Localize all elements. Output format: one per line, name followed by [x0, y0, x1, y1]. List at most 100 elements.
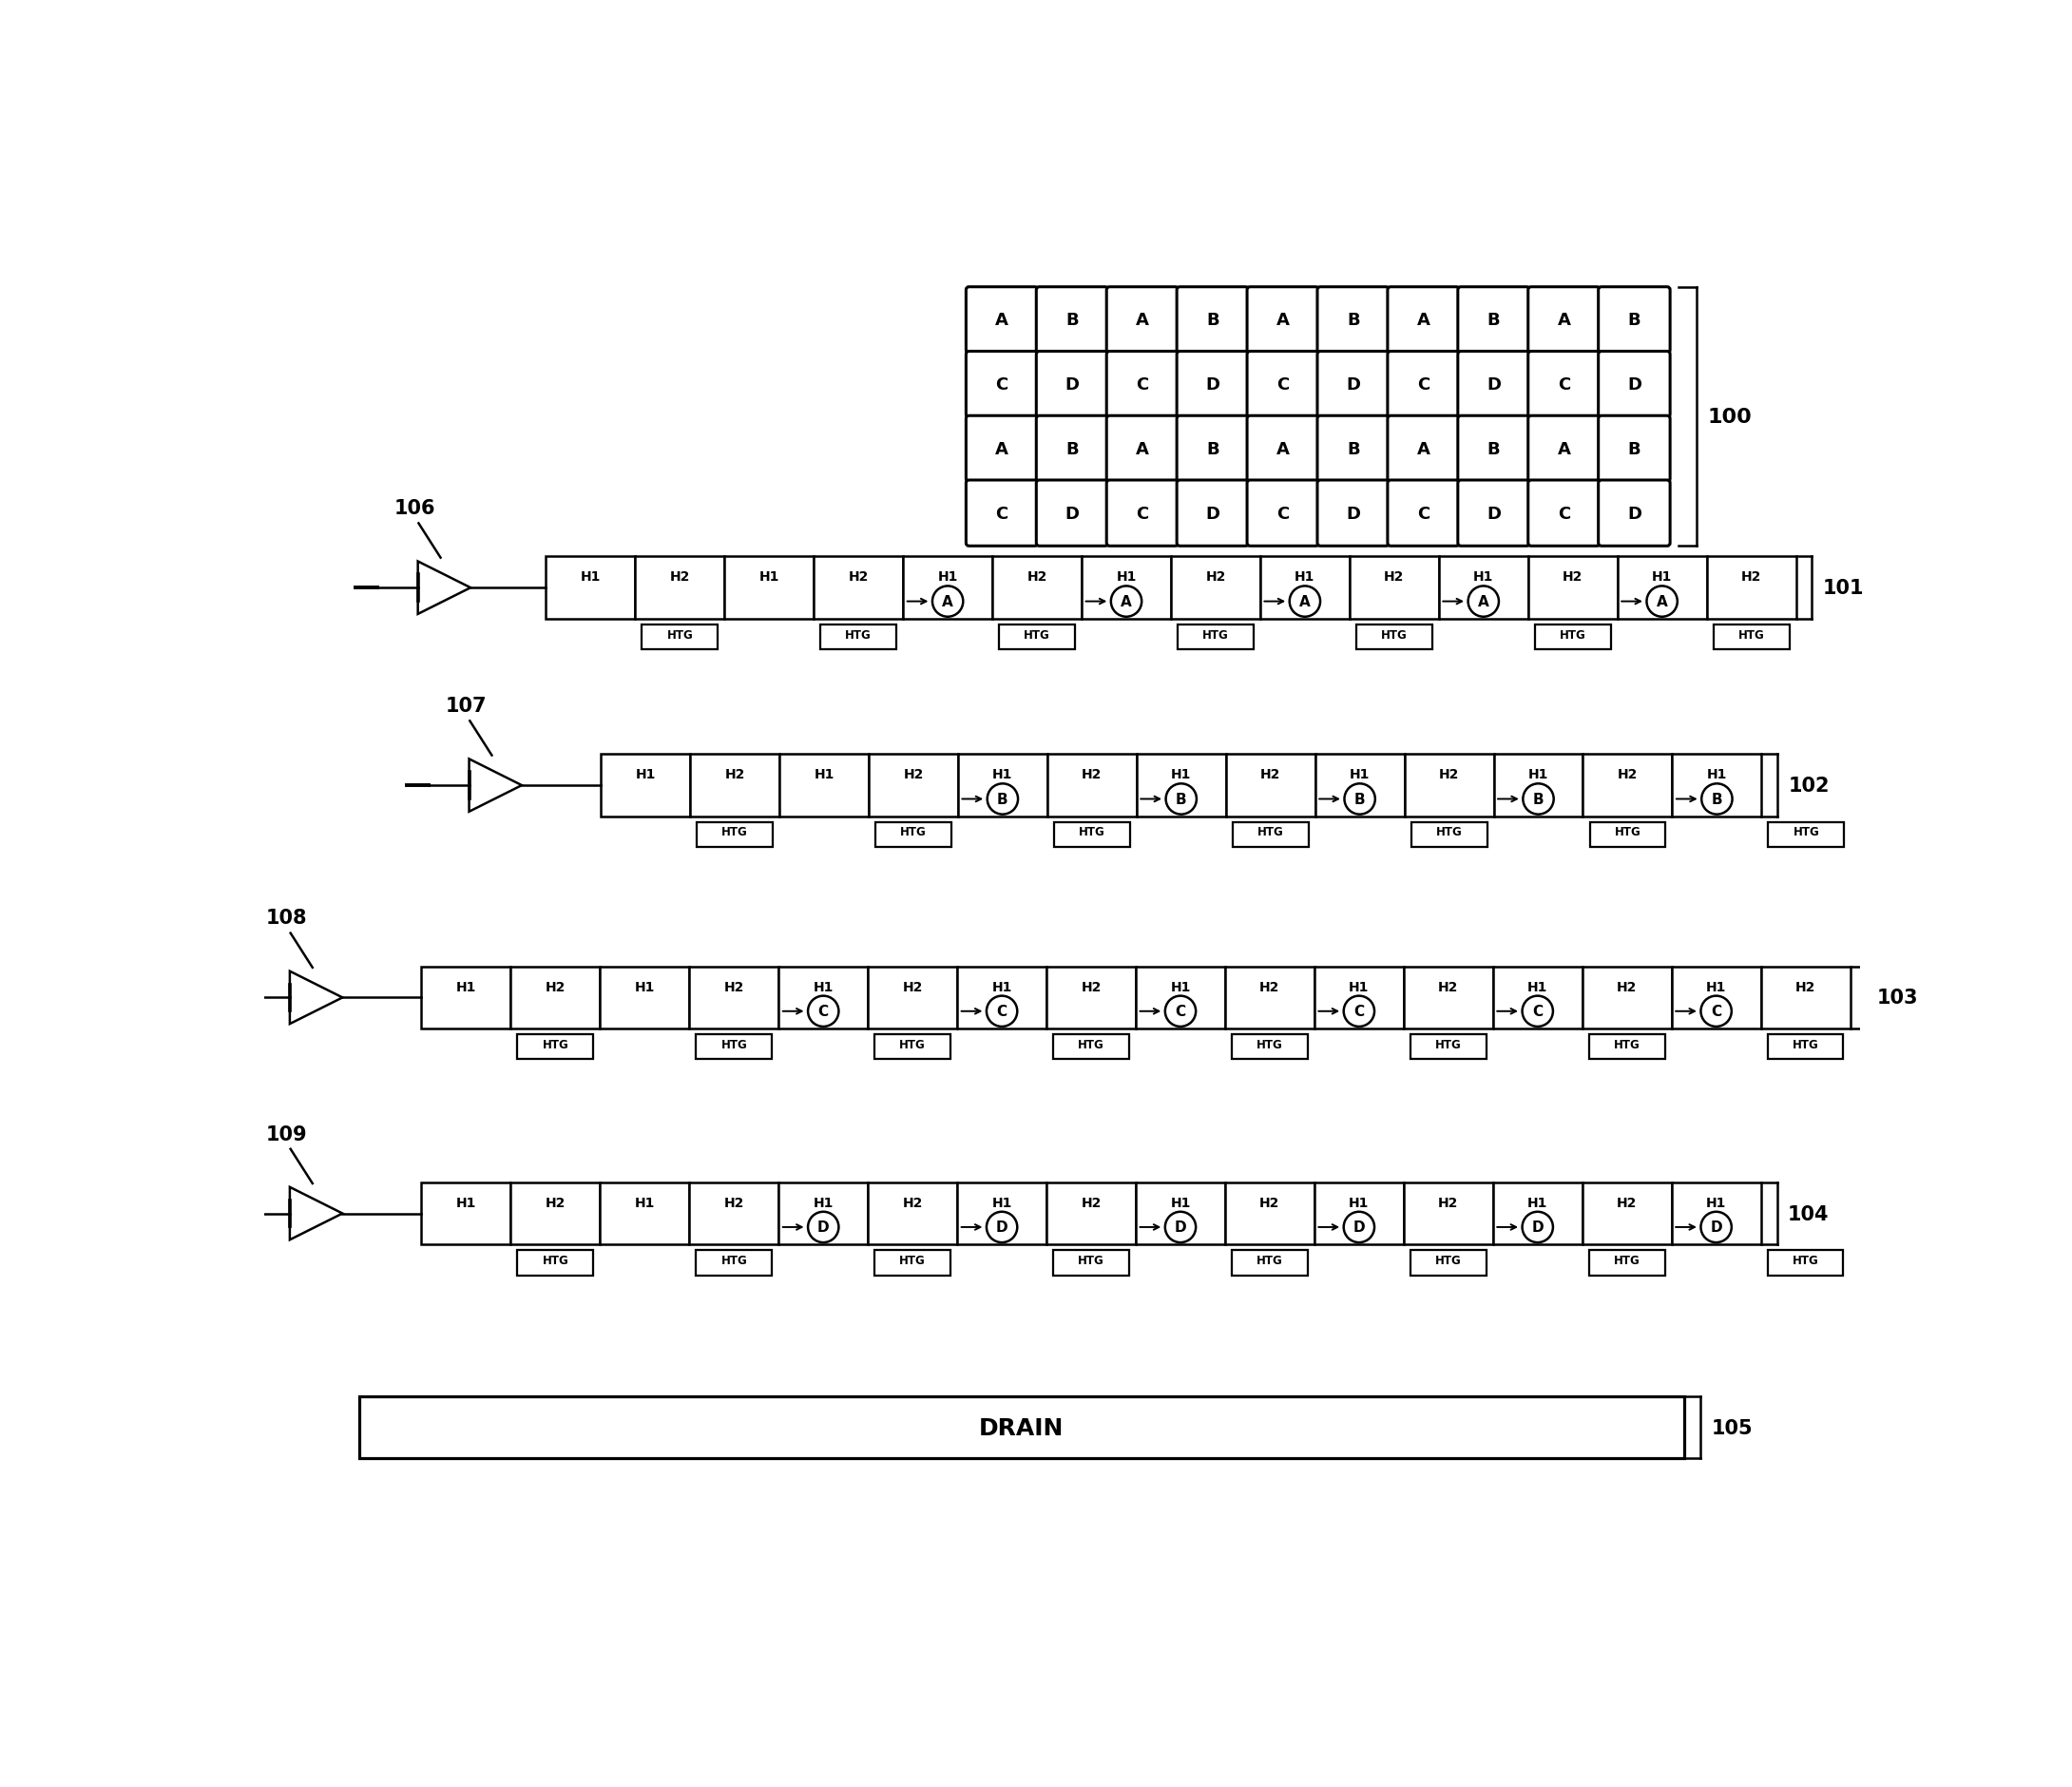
- Text: H2: H2: [1562, 570, 1583, 584]
- FancyBboxPatch shape: [1106, 288, 1179, 354]
- Text: H2: H2: [1028, 570, 1046, 584]
- Bar: [1411, 1251, 1486, 1276]
- Text: D: D: [1347, 377, 1361, 393]
- Text: C: C: [995, 377, 1009, 393]
- Bar: [518, 1035, 593, 1060]
- Text: H1: H1: [814, 768, 835, 781]
- Bar: [1260, 558, 1349, 620]
- Bar: [690, 754, 779, 817]
- Text: B: B: [1065, 313, 1080, 329]
- Bar: [642, 625, 717, 650]
- Bar: [696, 1251, 773, 1276]
- Text: D: D: [1175, 1221, 1187, 1235]
- Text: C: C: [997, 1004, 1007, 1019]
- Text: H2: H2: [903, 979, 922, 994]
- Bar: [1053, 1251, 1129, 1276]
- Text: 102: 102: [1788, 776, 1830, 795]
- FancyBboxPatch shape: [1106, 416, 1179, 482]
- Bar: [725, 558, 814, 620]
- Text: B: B: [1711, 792, 1722, 806]
- Text: C: C: [1417, 506, 1430, 522]
- FancyBboxPatch shape: [966, 416, 1038, 482]
- Bar: [1618, 558, 1707, 620]
- Bar: [1583, 1183, 1672, 1246]
- Text: A: A: [1135, 441, 1150, 457]
- Text: C: C: [1533, 1004, 1544, 1019]
- FancyBboxPatch shape: [1388, 481, 1459, 547]
- Text: A: A: [1417, 441, 1430, 457]
- Text: H1: H1: [456, 1196, 477, 1210]
- Text: 104: 104: [1788, 1204, 1830, 1222]
- Bar: [1314, 967, 1403, 1029]
- Bar: [601, 967, 690, 1029]
- Text: D: D: [1531, 1221, 1544, 1235]
- FancyBboxPatch shape: [1598, 416, 1670, 482]
- Text: DRAIN: DRAIN: [980, 1417, 1065, 1439]
- Bar: [1231, 1251, 1307, 1276]
- Bar: [992, 558, 1082, 620]
- Text: B: B: [1175, 792, 1187, 806]
- Text: D: D: [997, 1221, 1007, 1235]
- Text: H1: H1: [456, 979, 477, 994]
- Text: H1: H1: [1295, 570, 1316, 584]
- Text: H2: H2: [1206, 570, 1227, 584]
- Text: C: C: [818, 1004, 829, 1019]
- FancyBboxPatch shape: [1459, 352, 1529, 418]
- Bar: [1583, 967, 1672, 1029]
- Text: H1: H1: [1171, 1196, 1191, 1210]
- Text: B: B: [1629, 313, 1641, 329]
- FancyBboxPatch shape: [966, 352, 1038, 418]
- Text: H2: H2: [903, 1196, 922, 1210]
- Text: B: B: [1347, 313, 1359, 329]
- Text: A: A: [1656, 595, 1668, 609]
- Text: H2: H2: [669, 570, 690, 584]
- Bar: [1403, 1183, 1494, 1246]
- Text: B: B: [1533, 792, 1544, 806]
- Bar: [1316, 754, 1405, 817]
- Bar: [696, 822, 773, 847]
- Text: A: A: [1477, 595, 1490, 609]
- FancyBboxPatch shape: [1388, 288, 1459, 354]
- Bar: [1767, 1035, 1844, 1060]
- Text: H2: H2: [1082, 1196, 1102, 1210]
- FancyBboxPatch shape: [1036, 481, 1109, 547]
- Text: D: D: [1486, 377, 1500, 393]
- Bar: [690, 967, 779, 1029]
- Text: HTG: HTG: [721, 1038, 748, 1051]
- Text: H1: H1: [1171, 979, 1191, 994]
- Bar: [1046, 1183, 1135, 1246]
- Text: HTG: HTG: [1614, 1254, 1641, 1267]
- FancyBboxPatch shape: [1318, 288, 1388, 354]
- Bar: [957, 1183, 1046, 1246]
- FancyBboxPatch shape: [1106, 352, 1179, 418]
- Text: HTG: HTG: [721, 1254, 748, 1267]
- Text: D: D: [1709, 1221, 1722, 1235]
- Text: H2: H2: [847, 570, 868, 584]
- Text: HTG: HTG: [899, 1254, 926, 1267]
- Bar: [1438, 558, 1527, 620]
- Text: B: B: [1347, 441, 1359, 457]
- Bar: [1233, 822, 1307, 847]
- Text: HTG: HTG: [1792, 826, 1819, 838]
- Text: 103: 103: [1877, 988, 1919, 1008]
- Text: A: A: [1417, 313, 1430, 329]
- Text: H2: H2: [1384, 570, 1405, 584]
- Text: H1: H1: [992, 1196, 1011, 1210]
- FancyBboxPatch shape: [1459, 416, 1529, 482]
- Text: H1: H1: [634, 1196, 655, 1210]
- Text: A: A: [995, 441, 1009, 457]
- Bar: [1527, 558, 1618, 620]
- Text: C: C: [1276, 377, 1289, 393]
- Text: H1: H1: [634, 979, 655, 994]
- FancyBboxPatch shape: [1527, 352, 1600, 418]
- Text: H2: H2: [545, 1196, 566, 1210]
- Text: 101: 101: [1823, 579, 1865, 597]
- Text: HTG: HTG: [1380, 629, 1407, 642]
- Bar: [1589, 1251, 1664, 1276]
- Text: B: B: [1629, 441, 1641, 457]
- Bar: [779, 754, 868, 817]
- Bar: [1672, 1183, 1761, 1246]
- Text: H1: H1: [1117, 570, 1135, 584]
- Bar: [1494, 967, 1583, 1029]
- Text: C: C: [1135, 377, 1148, 393]
